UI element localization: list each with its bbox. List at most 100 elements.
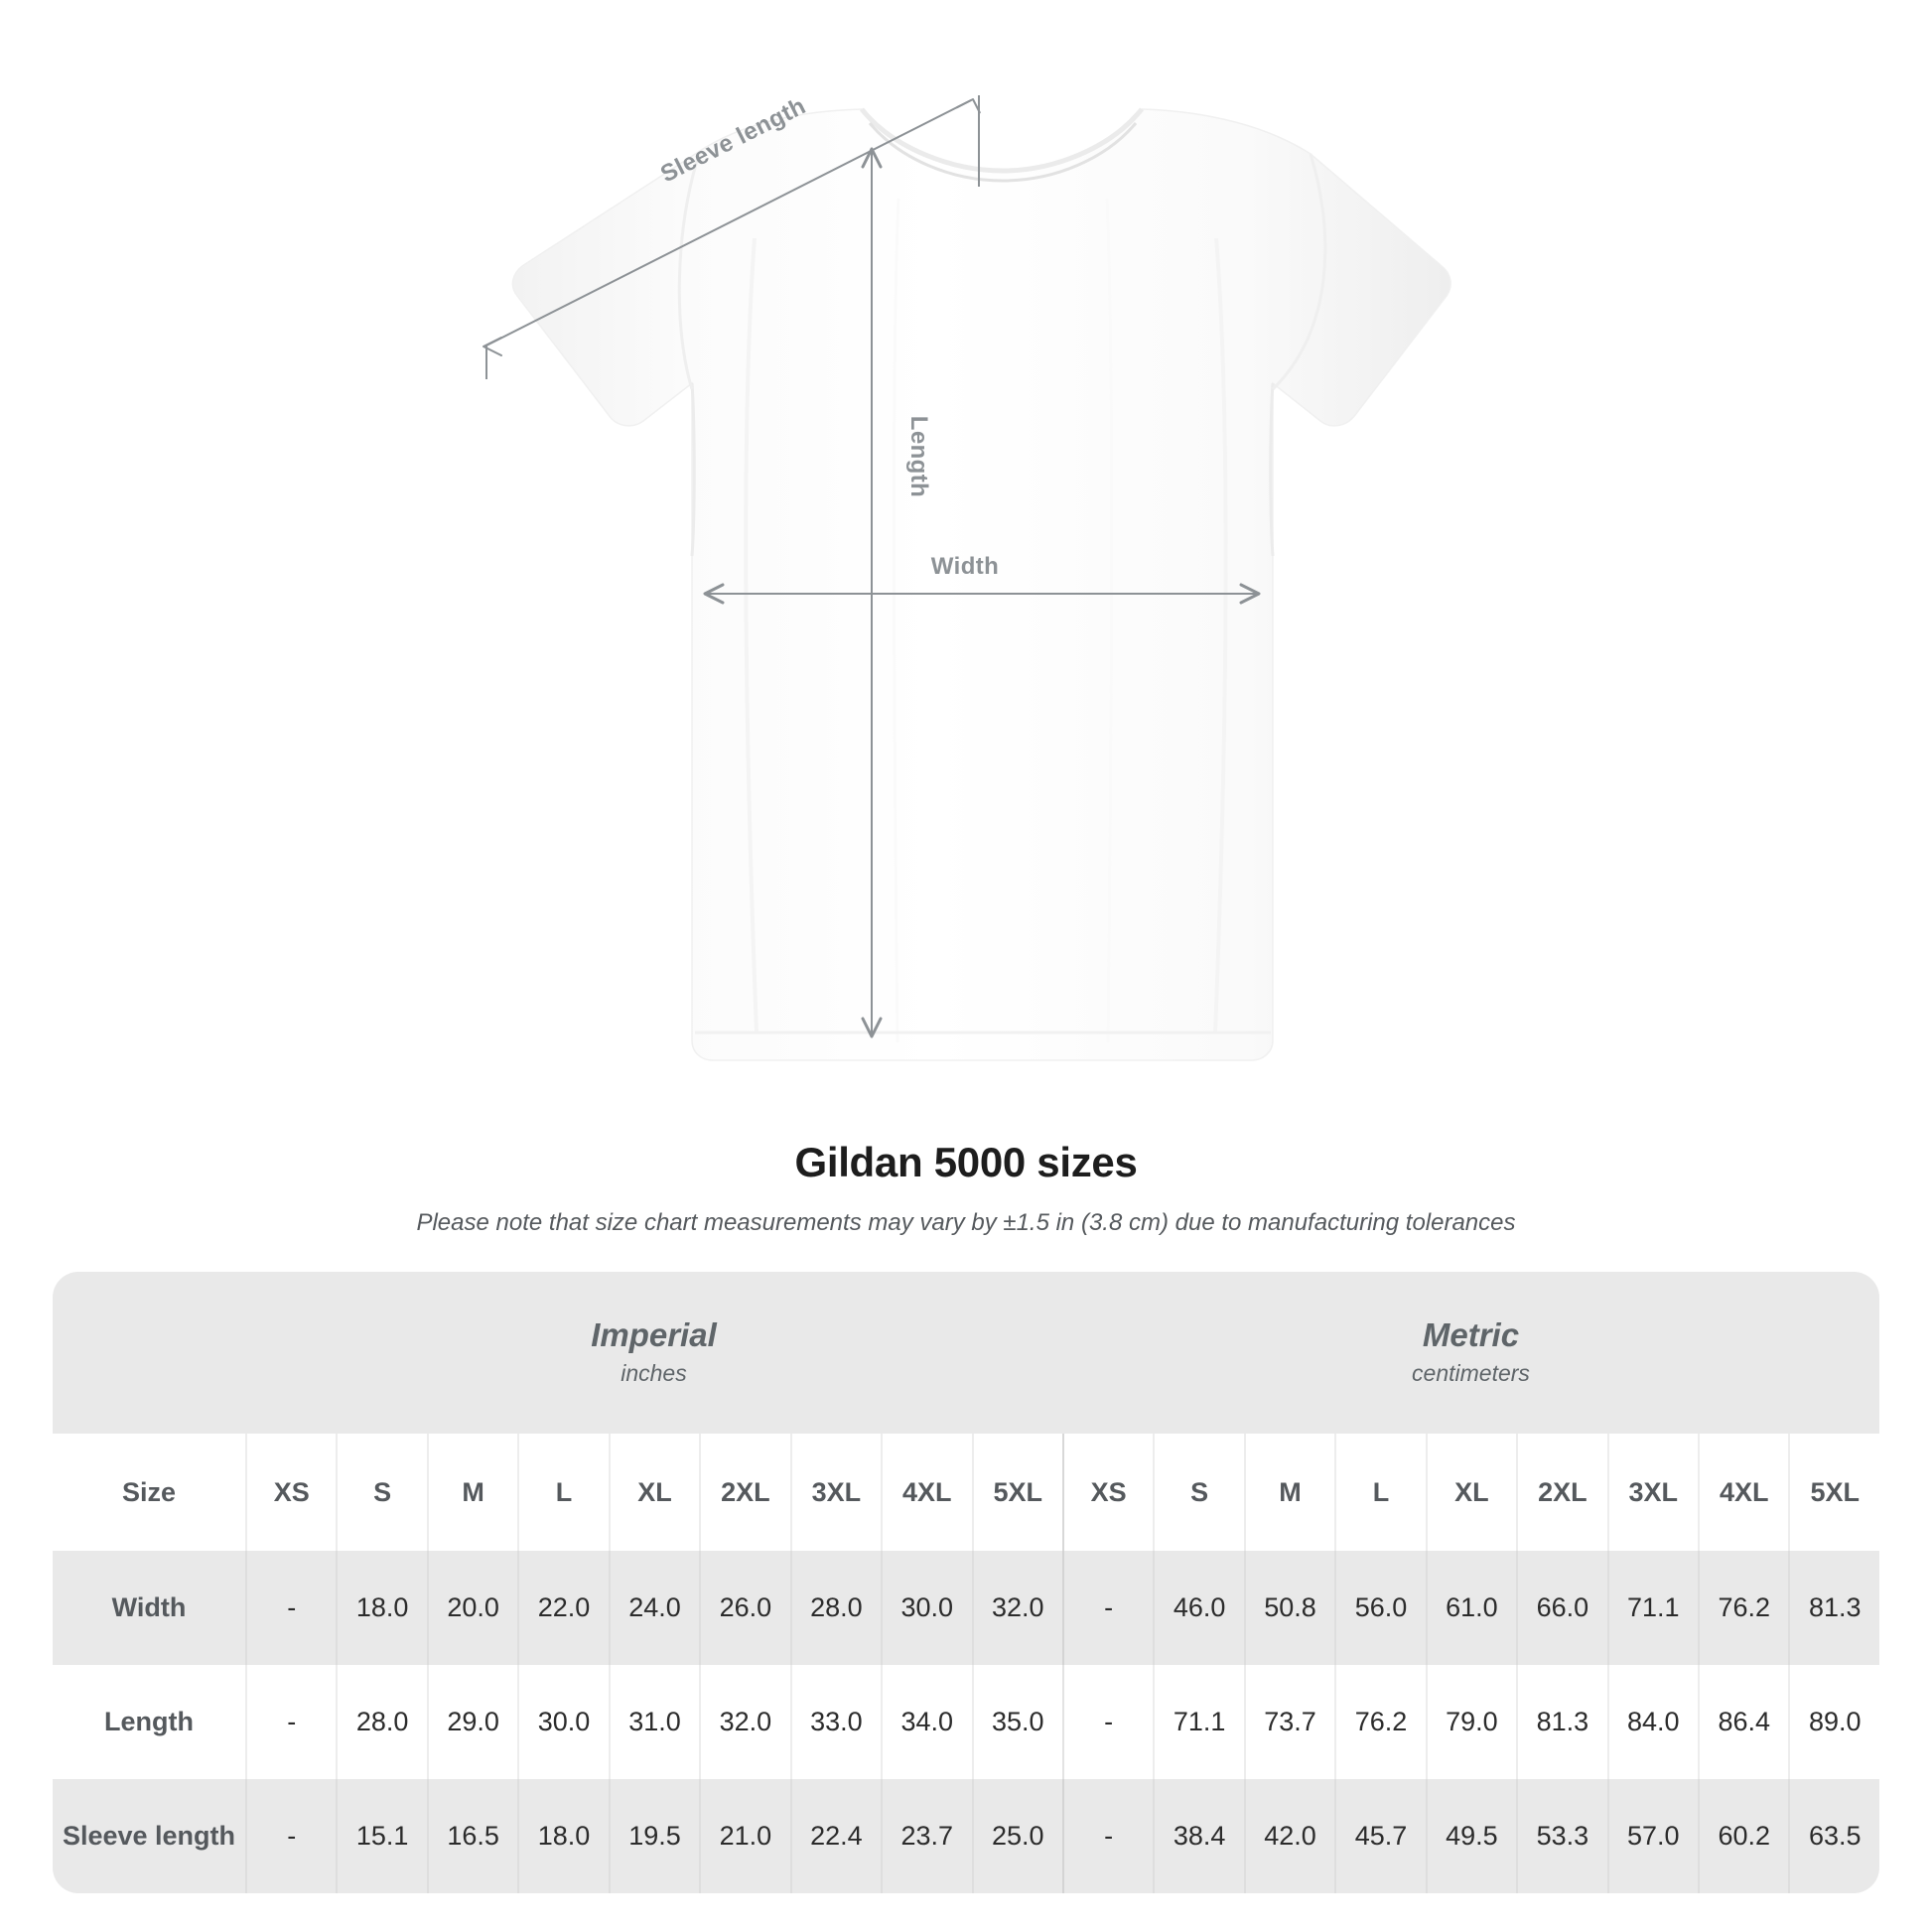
cell-sleeve-length-metric-xl: 49.5 <box>1425 1779 1517 1893</box>
sleeve-length-arrowhead-top <box>955 98 981 114</box>
cell-width-metric-2xl: 66.0 <box>1516 1551 1607 1665</box>
size-header-xl: XL <box>1425 1434 1517 1551</box>
cell-sleeve-length-imperial-m: 16.5 <box>426 1779 518 1893</box>
cell-width-imperial-5xl: 32.0 <box>971 1551 1062 1665</box>
size-header-2xl: 2XL <box>1516 1434 1607 1551</box>
width-dimension: Width <box>703 553 1261 605</box>
cell-width-imperial-4xl: 30.0 <box>881 1551 972 1665</box>
row-header-sleeve-length: Sleeve length <box>53 1779 245 1893</box>
cell-length-metric-4xl: 86.4 <box>1698 1665 1789 1779</box>
page-title: Gildan 5000 sizes <box>794 1139 1138 1185</box>
cell-length-metric-s: 71.1 <box>1153 1665 1244 1779</box>
cell-sleeve-length-metric-l: 45.7 <box>1334 1779 1426 1893</box>
cell-sleeve-length-metric-3xl: 57.0 <box>1606 1779 1698 1893</box>
size-header-5xl: 5XL <box>1788 1434 1879 1551</box>
table-row: Length -28.0 29.0 30.0 31.0 32.0 33.0 34.0 35.0-… <box>53 1665 1879 1779</box>
cell-width-metric-xs: - <box>1061 1551 1154 1665</box>
tshirt-measurement-illustration: Sleeve length Length Width <box>483 92 1451 1061</box>
size-header-m: M <box>426 1434 518 1551</box>
size-header-xs: XS <box>245 1434 337 1551</box>
length-label: Length <box>905 416 932 497</box>
size-header-xl: XL <box>608 1434 700 1551</box>
size-header-xs: XS <box>1061 1434 1154 1551</box>
cell-sleeve-length-imperial-4xl: 23.7 <box>881 1779 972 1893</box>
size-header-5xl: 5XL <box>971 1434 1062 1551</box>
cell-width-metric-xl: 61.0 <box>1425 1551 1517 1665</box>
cell-width-metric-4xl: 76.2 <box>1698 1551 1789 1665</box>
size-header-4xl: 4XL <box>1698 1434 1789 1551</box>
cell-length-metric-5xl: 89.0 <box>1788 1665 1879 1779</box>
size-header-l: L <box>517 1434 609 1551</box>
cell-width-imperial-l: 22.0 <box>517 1551 609 1665</box>
size-header-2xl: 2XL <box>699 1434 790 1551</box>
cell-sleeve-length-metric-s: 38.4 <box>1153 1779 1244 1893</box>
cell-length-metric-3xl: 84.0 <box>1606 1665 1698 1779</box>
cell-sleeve-length-metric-m: 42.0 <box>1243 1779 1335 1893</box>
unit-group-imperial: Imperial inches <box>245 1272 1062 1434</box>
size-chart-table: Imperial inches Metric centimeters Size XS S M L… <box>53 1272 1879 1893</box>
row-header-length: Length <box>53 1665 245 1779</box>
cell-width-metric-m: 50.8 <box>1243 1551 1335 1665</box>
cell-length-metric-xl: 79.0 <box>1425 1665 1517 1779</box>
cell-width-metric-5xl: 81.3 <box>1788 1551 1879 1665</box>
cell-width-metric-l: 56.0 <box>1334 1551 1426 1665</box>
chart-heading: Gildan 5000 sizes Please note that size … <box>0 1142 1932 1238</box>
cell-width-imperial-xs: - <box>245 1551 337 1665</box>
cell-sleeve-length-metric-xs: - <box>1061 1779 1154 1893</box>
cell-sleeve-length-metric-5xl: 63.5 <box>1788 1779 1879 1893</box>
unit-group-metric: Metric centimeters <box>1061 1272 1879 1434</box>
cell-width-metric-s: 46.0 <box>1153 1551 1244 1665</box>
cell-width-imperial-2xl: 26.0 <box>699 1551 790 1665</box>
cell-length-metric-m: 73.7 <box>1243 1665 1335 1779</box>
cell-sleeve-length-imperial-xs: - <box>245 1779 337 1893</box>
unit-row-spacer <box>53 1272 245 1434</box>
sleeve-length-arrowhead-bottom <box>483 337 502 356</box>
unit-group-name: Imperial <box>591 1316 717 1353</box>
cell-length-imperial-l: 30.0 <box>517 1665 609 1779</box>
table-row: Sleeve length -15.1 16.5 18.0 19.5 21.0 22.4 23… <box>53 1779 1879 1893</box>
cell-width-imperial-m: 20.0 <box>426 1551 518 1665</box>
unit-group-subtitle: inches <box>621 1359 687 1386</box>
cell-length-imperial-xs: - <box>245 1665 337 1779</box>
cell-length-metric-xs: - <box>1061 1665 1154 1779</box>
cell-length-metric-l: 76.2 <box>1334 1665 1426 1779</box>
cell-width-imperial-3xl: 28.0 <box>789 1551 882 1665</box>
size-header-3xl: 3XL <box>1606 1434 1698 1551</box>
cell-length-metric-2xl: 81.3 <box>1516 1665 1607 1779</box>
width-label: Width <box>931 553 999 580</box>
cell-sleeve-length-imperial-3xl: 22.4 <box>789 1779 882 1893</box>
cell-sleeve-length-imperial-xl: 19.5 <box>608 1779 700 1893</box>
cell-sleeve-length-imperial-5xl: 25.0 <box>971 1779 1062 1893</box>
cell-sleeve-length-imperial-l: 18.0 <box>517 1779 609 1893</box>
cell-length-imperial-5xl: 35.0 <box>971 1665 1062 1779</box>
size-table-container: Imperial inches Metric centimeters Size XS S M L… <box>53 1272 1879 1893</box>
cell-sleeve-length-imperial-s: 15.1 <box>336 1779 427 1893</box>
size-header-l: L <box>1334 1434 1426 1551</box>
size-header-4xl: 4XL <box>881 1434 972 1551</box>
tolerance-note: Please note that size chart measurements… <box>416 1209 1516 1236</box>
tshirt-graphic <box>511 107 1451 1061</box>
size-header-m: M <box>1243 1434 1335 1551</box>
unit-group-row: Imperial inches Metric centimeters <box>53 1272 1879 1434</box>
cell-length-imperial-3xl: 33.0 <box>789 1665 882 1779</box>
size-header-3xl: 3XL <box>789 1434 882 1551</box>
cell-sleeve-length-metric-2xl: 53.3 <box>1516 1779 1607 1893</box>
table-row: Width -18.0 20.0 22.0 24.0 26.0 28.0 30.0 32.0-4… <box>53 1551 1879 1665</box>
cell-length-imperial-s: 28.0 <box>336 1665 427 1779</box>
cell-sleeve-length-metric-4xl: 60.2 <box>1698 1779 1789 1893</box>
cell-length-imperial-xl: 31.0 <box>608 1665 700 1779</box>
cell-sleeve-length-imperial-2xl: 21.0 <box>699 1779 790 1893</box>
cell-length-imperial-2xl: 32.0 <box>699 1665 790 1779</box>
unit-group-subtitle: centimeters <box>1412 1359 1530 1386</box>
cell-width-imperial-xl: 24.0 <box>608 1551 700 1665</box>
sleeve-length-arrow-line <box>485 99 972 346</box>
size-header-row: Size XS S M L XL 2XL 3XL 4XL 5XL XS S M L XL 2XL 3XL 4XL 5… <box>53 1434 1879 1551</box>
row-header-width: Width <box>53 1551 245 1665</box>
unit-group-name: Metric <box>1422 1316 1520 1353</box>
size-header-s: S <box>336 1434 427 1551</box>
cell-width-imperial-s: 18.0 <box>336 1551 427 1665</box>
cell-length-imperial-m: 29.0 <box>426 1665 518 1779</box>
cell-length-imperial-4xl: 34.0 <box>881 1665 972 1779</box>
cell-width-metric-3xl: 71.1 <box>1606 1551 1698 1665</box>
